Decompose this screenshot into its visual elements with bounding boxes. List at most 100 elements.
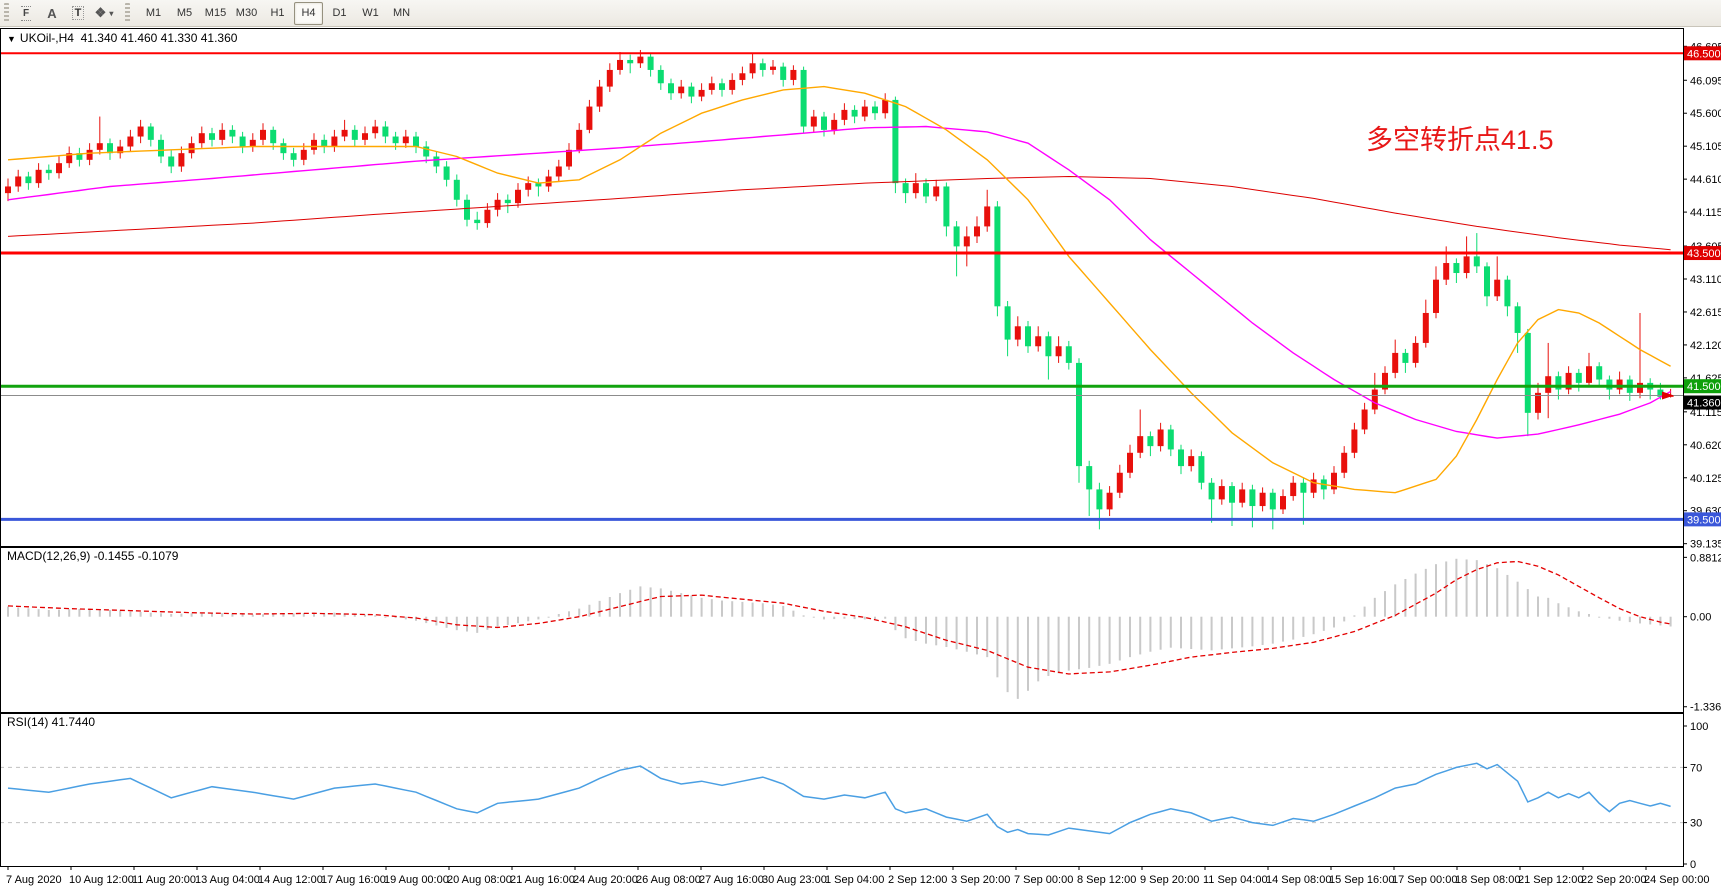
price-axis-label: 43.110	[1690, 274, 1721, 286]
annotation-text[interactable]: 多空转折点41.5	[1366, 125, 1554, 155]
chart-canvas[interactable]: 46.60546.09545.60045.10544.61044.11543.6…	[0, 27, 1721, 893]
macd-histogram-bar	[1159, 616, 1162, 650]
timeframe-button-mn[interactable]: MN	[392, 7, 411, 19]
candle-body	[1208, 482, 1215, 500]
candle-body	[25, 176, 32, 184]
macd-histogram-bar	[1496, 568, 1499, 617]
macd-histogram-bar	[680, 593, 683, 617]
text-tool[interactable]: A	[47, 5, 57, 21]
price-axis-label: 46.095	[1690, 75, 1721, 87]
candle-body	[1657, 389, 1664, 397]
rsi-panel-plot[interactable]	[0, 762, 1683, 836]
toolbar-drag-handle[interactable]	[4, 3, 9, 23]
candle-body	[229, 129, 236, 137]
candle-body	[1259, 492, 1266, 507]
macd-histogram-bar	[119, 610, 122, 617]
candle-body	[372, 126, 379, 134]
candle-body	[1249, 489, 1256, 507]
price-axis[interactable]: 46.60546.09545.60045.10544.61044.11543.6…	[1683, 28, 1721, 871]
candle-body	[76, 153, 83, 160]
candle-body	[1382, 372, 1388, 390]
macd-histogram-bar	[1628, 616, 1631, 623]
macd-histogram-bar	[1557, 603, 1560, 617]
macd-histogram-bar	[1210, 616, 1213, 651]
macd-histogram-bar	[292, 613, 295, 617]
candle-body	[902, 183, 909, 194]
chart-dropdown-icon[interactable]: ▼	[7, 34, 16, 44]
candle-body	[188, 143, 195, 154]
candle-body	[1555, 376, 1562, 390]
candle-body	[453, 179, 460, 200]
current-price-badge-box	[1684, 395, 1721, 410]
macd-histogram-bar	[1353, 615, 1356, 617]
fibonacci-tool[interactable]: F	[14, 2, 38, 25]
dropdown-caret-icon[interactable]: ▾	[109, 8, 114, 18]
macd-histogram-bar	[670, 590, 672, 617]
macd-histogram-bar	[1363, 606, 1366, 617]
macd-histogram-bar	[568, 611, 570, 617]
macd-histogram-bar	[1231, 616, 1233, 649]
timeframe-button-h4[interactable]: H4	[294, 1, 323, 25]
macd-histogram-bar	[129, 611, 132, 617]
candle-body	[494, 199, 501, 210]
macd-histogram-bar	[619, 593, 621, 617]
macd-histogram-bar	[853, 616, 856, 620]
candle-body	[178, 153, 185, 167]
macd-histogram-bar	[353, 614, 356, 617]
toolbar-drag-handle[interactable]	[125, 3, 130, 23]
timeframe-button-m30[interactable]: M30	[235, 7, 258, 19]
candle-body	[1065, 346, 1072, 363]
macd-histogram-bar	[1394, 584, 1397, 617]
candle-body	[1198, 456, 1205, 483]
symbol-title: UKOil-,H4	[19, 31, 74, 45]
rsi-axis-label: 0	[1690, 859, 1696, 871]
ma-line-magenta	[7, 125, 1671, 439]
macd-histogram-bar	[1180, 616, 1182, 649]
timeframe-button-h1[interactable]: H1	[270, 7, 285, 19]
macd-histogram-bar	[823, 616, 825, 620]
arrows-tool[interactable]: ❖ ▾	[94, 5, 114, 20]
macd-histogram-bar	[415, 616, 417, 621]
ohlc-values: 41.340 41.460 41.330 41.360	[80, 31, 238, 45]
candle-body	[45, 169, 52, 174]
candle-body	[1412, 342, 1419, 363]
macd-panel-plot[interactable]	[7, 558, 1672, 699]
main-chart-plot[interactable]	[0, 49, 1683, 530]
timeframe-button-m15[interactable]: M15	[204, 7, 227, 19]
price-level-badge-box	[1684, 246, 1721, 261]
macd-histogram-bar	[517, 616, 519, 624]
price-arrow-marker	[1662, 391, 1674, 400]
macd-histogram-bar	[211, 612, 213, 617]
macd-histogram-bar	[1445, 561, 1448, 617]
macd-histogram-bar	[58, 609, 60, 617]
price-axis-label: 45.600	[1690, 108, 1721, 120]
macd-histogram-bar	[200, 612, 203, 617]
macd-histogram-bar	[302, 613, 305, 617]
text-label-tool[interactable]: T	[66, 2, 90, 25]
timeframe-button-d1[interactable]: D1	[332, 7, 347, 19]
candle-body	[1014, 326, 1021, 340]
candle-body	[1331, 472, 1337, 490]
macd-axis-label: 0.00	[1690, 612, 1711, 624]
candle-body	[484, 209, 491, 224]
macd-histogram-bar	[1129, 616, 1131, 658]
timeframe-button-m5[interactable]: M5	[176, 7, 193, 19]
candle-body	[1463, 256, 1470, 274]
macd-histogram-bar	[27, 608, 30, 617]
candle-body	[433, 156, 440, 167]
macd-histogram-bar	[394, 616, 397, 619]
price-level-badge-box	[1684, 512, 1721, 527]
timeframe-button-w1[interactable]: W1	[362, 7, 379, 19]
candle-body	[1504, 279, 1511, 307]
candle-body	[912, 183, 919, 194]
candle-body	[708, 83, 715, 90]
candle-body	[504, 199, 511, 204]
candle-body	[1524, 332, 1531, 413]
timeframe-button-m1[interactable]: M1	[145, 7, 162, 19]
candle-body	[1086, 466, 1093, 490]
price-level-badge: 46.500	[1687, 48, 1721, 60]
time-axis-label: 19 Aug 00:00	[384, 874, 449, 886]
candle-body	[586, 106, 593, 130]
time-axis-label: 13 Aug 04:00	[195, 874, 260, 886]
